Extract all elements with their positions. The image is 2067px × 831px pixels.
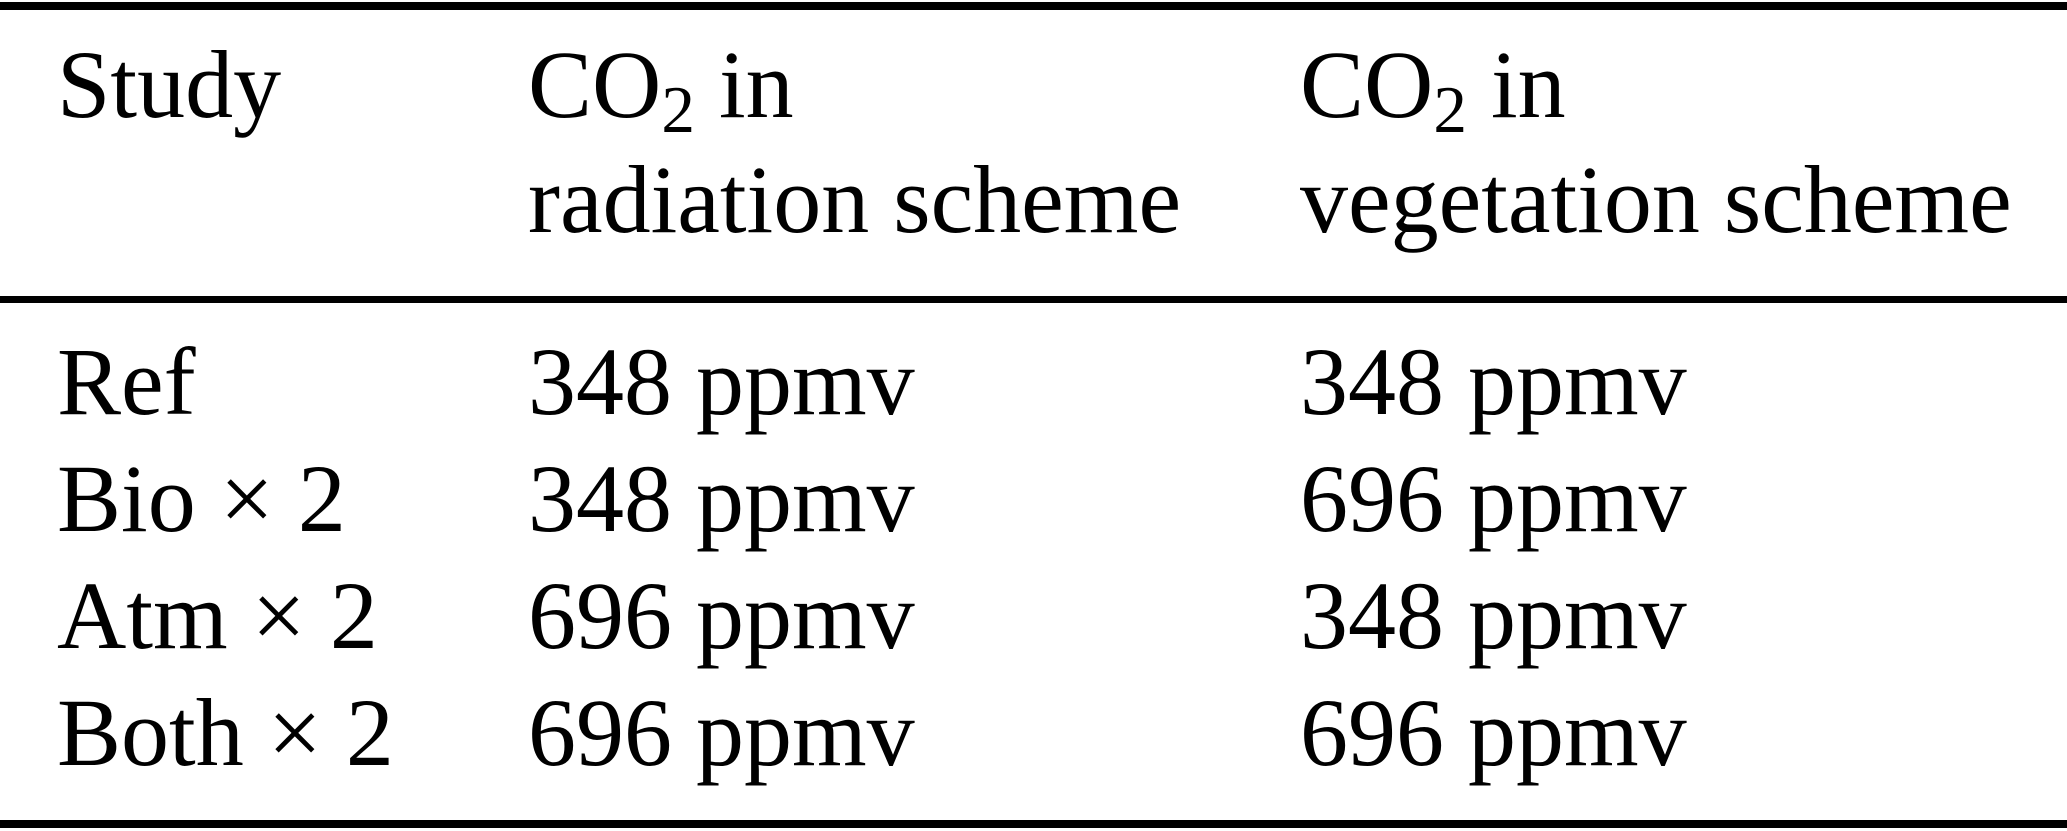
radiation-value-cell: 348 ppmv: [528, 328, 915, 435]
header-study: Study: [57, 27, 528, 296]
table-top-rule: [0, 2, 2067, 10]
study-cell: Bio × 2: [57, 445, 346, 552]
table-header-row: Study CO2 in radiation scheme CO2 in veg…: [0, 10, 2067, 296]
radiation-value-cell: 696 ppmv: [528, 679, 915, 786]
vegetation-value-cell: 348 ppmv: [1300, 562, 1687, 669]
table-row-atm-x2: Atm × 2 696 ppmv 348 ppmv: [57, 557, 2067, 674]
co2-text: CO: [528, 31, 662, 138]
table-bottom-rule: [0, 820, 2067, 828]
header-co2-vegetation-line2: vegetation scheme: [1300, 146, 2012, 253]
co2-subscript: 2: [661, 71, 695, 147]
vegetation-value-cell: 348 ppmv: [1300, 328, 1687, 435]
study-cell: Ref: [57, 328, 196, 435]
table-row-bio-x2: Bio × 2 348 ppmv 696 ppmv: [57, 440, 2067, 557]
header-co2-vegetation-line1: CO2 in: [1300, 27, 2067, 143]
in-text: in: [1466, 31, 1566, 138]
header-study-label: Study: [57, 31, 282, 138]
table-body: Ref 348 ppmv 348 ppmv Bio × 2 348 ppmv 6…: [0, 303, 2067, 820]
vegetation-value-cell: 696 ppmv: [1300, 445, 1687, 552]
radiation-value-cell: 696 ppmv: [528, 562, 915, 669]
vegetation-value-cell: 696 ppmv: [1300, 679, 1687, 786]
study-cell: Atm × 2: [57, 562, 378, 669]
radiation-value-cell: 348 ppmv: [528, 445, 915, 552]
header-co2-vegetation: CO2 in vegetation scheme: [1300, 27, 2067, 296]
co2-text: CO: [1300, 31, 1434, 138]
header-co2-radiation-line2: radiation scheme: [528, 146, 1182, 253]
table-row-ref: Ref 348 ppmv 348 ppmv: [57, 323, 2067, 440]
header-co2-radiation: CO2 in radiation scheme: [528, 27, 1300, 296]
study-cell: Both × 2: [57, 679, 394, 786]
table-row-both-x2: Both × 2 696 ppmv 696 ppmv: [57, 674, 2067, 791]
table-mid-rule: [0, 296, 2067, 303]
co2-subscript: 2: [1433, 71, 1467, 147]
in-text: in: [694, 31, 794, 138]
header-co2-radiation-line1: CO2 in: [528, 27, 1300, 143]
